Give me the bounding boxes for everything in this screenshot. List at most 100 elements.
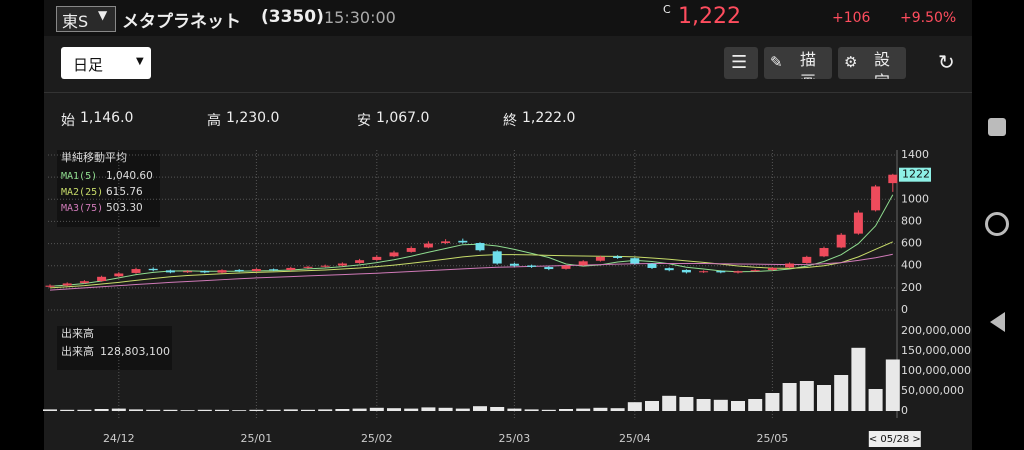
volume-bar (868, 389, 883, 411)
price-tag-label: 1222 (902, 168, 930, 181)
ma-line (49, 253, 893, 291)
y-tick-label: 150,000,000 (901, 344, 971, 357)
legend-name: MA3(75) (61, 203, 103, 214)
volume-bar (369, 407, 384, 411)
volume-bar (301, 409, 315, 411)
candle-body (492, 251, 502, 264)
candle-body (716, 271, 726, 273)
candle-body (750, 270, 760, 272)
nav-home[interactable] (985, 212, 1009, 236)
candle-body (148, 268, 158, 271)
settings-button[interactable]: ⚙ 設定 (838, 47, 906, 79)
x-tick-label: 25/01 (241, 432, 273, 445)
volume-bar (576, 408, 591, 411)
candle-body (613, 256, 623, 258)
candle-body (79, 281, 89, 283)
volume-bar (799, 381, 814, 411)
candle-body (664, 268, 674, 271)
indicator-button[interactable] (724, 47, 758, 79)
volume-bar (60, 409, 75, 411)
candle-body (767, 267, 777, 270)
candle-body (561, 265, 571, 269)
candle-body (165, 270, 175, 273)
candle-body (303, 266, 313, 268)
high-label: 高 (207, 113, 221, 129)
draw-button[interactable]: ✎ 描画 (764, 47, 832, 79)
candle-body (836, 234, 846, 248)
volume-bar (696, 399, 711, 411)
volume-legend-name: 出来高 (61, 344, 94, 358)
open-label: 始 (61, 113, 75, 129)
volume-bar (851, 347, 866, 411)
settings-label: 設定 (874, 50, 891, 79)
nav-recents[interactable] (988, 118, 1006, 136)
ma-line (49, 194, 894, 287)
y-tick-label: 600 (901, 237, 922, 250)
price-tag (899, 167, 931, 182)
indicator-icon: ☰ (731, 52, 748, 73)
volume-bar (679, 397, 694, 411)
legend-value: 503.30 (106, 202, 143, 214)
change-pct: +9.50% (900, 10, 957, 26)
price: 1,222 (678, 4, 741, 29)
volume-legend-value: 128,803,100 (100, 345, 170, 358)
x-tick-label: 25/04 (619, 432, 651, 445)
header (44, 0, 972, 36)
volume-bar (490, 407, 505, 411)
open: 1,146.0 (80, 110, 134, 126)
legend-title: 単純移動平均 (61, 150, 127, 164)
divider (44, 92, 972, 93)
refresh-button[interactable]: ↻ (938, 50, 955, 74)
candle-body (97, 276, 107, 282)
volume-bar (645, 401, 659, 411)
candle-body (337, 263, 347, 266)
draw-label: 描画 (800, 50, 817, 79)
candle-body (785, 263, 795, 268)
candle-body (217, 270, 227, 273)
market-select[interactable] (56, 6, 116, 32)
candle-body (475, 243, 485, 251)
candle-body (183, 271, 193, 273)
y-tick-label: 100,000,000 (901, 364, 971, 377)
stock-code: (3350) (261, 7, 324, 27)
low: 1,067.0 (376, 110, 430, 126)
volume-bar (559, 409, 573, 411)
candle-body (699, 271, 709, 273)
candle-body (458, 240, 468, 243)
x-tick-label: 25/05 (757, 432, 789, 445)
volume-bar (817, 385, 831, 411)
volume-bar (111, 408, 126, 411)
volume-bar (163, 409, 178, 411)
stock-name: メタプラネット (122, 12, 241, 32)
candle-body (544, 267, 554, 270)
legend-value: 1,040.60 (106, 170, 153, 182)
volume-bar (524, 409, 539, 411)
y-tick-label: 0 (901, 404, 908, 417)
volume-bar (610, 408, 625, 411)
x-tick-label: < 05/28 > (869, 434, 921, 445)
candle-body (406, 248, 416, 252)
y-tick-label: 0 (901, 303, 908, 316)
close: 1,222.0 (522, 110, 576, 126)
volume-bar (421, 407, 436, 411)
candle-body (802, 256, 812, 263)
ma-line (49, 241, 893, 289)
volume-bar (197, 409, 212, 411)
volume-bar (94, 409, 109, 411)
period: 日足 (73, 56, 104, 74)
volume-legend-box (57, 326, 172, 370)
candle-body (423, 243, 433, 248)
y-tick-label: 800 (901, 214, 922, 227)
nav-back[interactable] (990, 312, 1005, 332)
volume-bar (438, 407, 453, 411)
volume-bar (541, 409, 556, 411)
candle-body (355, 260, 365, 263)
candle-body (647, 263, 657, 268)
volume-title: 出来高 (61, 326, 94, 340)
period-select[interactable] (61, 47, 151, 79)
candle-body (45, 285, 55, 287)
volume-bar (713, 399, 728, 411)
y-tick-label: 1400 (901, 148, 929, 161)
